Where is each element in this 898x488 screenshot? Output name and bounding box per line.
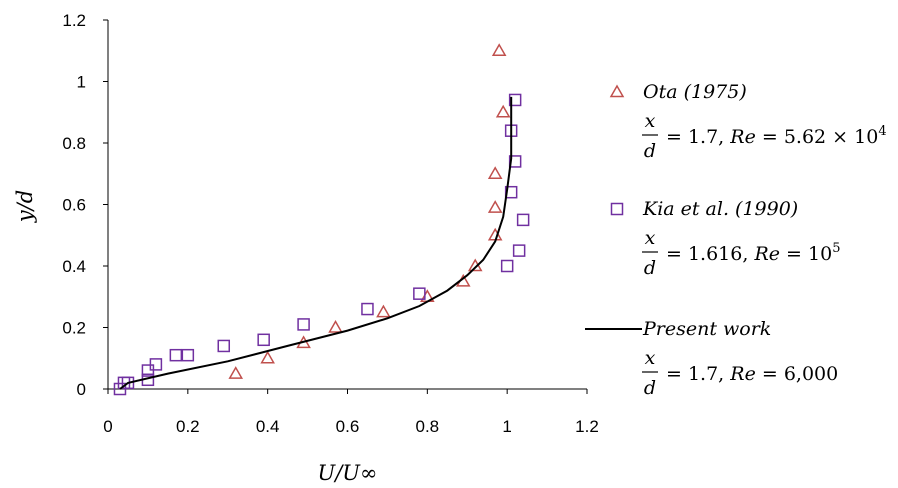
triangle-point: [487, 200, 503, 213]
legend-series-name: Ota (1975): [643, 81, 747, 103]
square-point: [217, 339, 231, 353]
legend-triangle-marker: [609, 84, 625, 98]
axes: [103, 19, 588, 394]
legend-condition: = 1.7, Re = 5.62 × 104: [666, 124, 887, 148]
square-point: [516, 213, 530, 227]
legend-condition: = 1.7, Re = 6,000: [666, 363, 838, 385]
legend-series-name: Present work: [642, 318, 771, 340]
y-tick-label: 0.8: [62, 134, 86, 153]
legend-condition: = 1.616, Re = 105: [666, 241, 840, 265]
square-point: [169, 348, 183, 362]
triangle-point: [495, 104, 511, 118]
square-point: [413, 287, 426, 300]
fraction-denominator: d: [644, 377, 656, 399]
x-tick-label: 1.2: [575, 417, 599, 436]
y-tick-label: 0.4: [62, 257, 86, 276]
series-1: [113, 93, 530, 396]
tick-labels: 0 0.2 0.4 0.6 0.8 1 1.2 0 0.2 0.4 0.6 0.8 1 1.2: [62, 11, 598, 436]
square-point: [500, 259, 514, 273]
triangle-point: [376, 304, 391, 318]
y-tick-label: 0: [77, 380, 86, 399]
x-axis-label: U/U∞: [318, 461, 378, 485]
y-tick-label: 0.6: [62, 196, 86, 215]
x-tick-label: 1: [502, 417, 511, 436]
square-point: [504, 185, 518, 199]
legend-item-0: Ota (1975) xd = 1.7, Re = 5.62 × 104: [609, 81, 887, 162]
legend-series-name: Kia et al. (1990): [642, 198, 798, 220]
legend-item-2: Present work xd = 1.7, Re = 6,000: [585, 318, 838, 399]
legend-square-marker: [610, 202, 624, 216]
triangle-point: [328, 319, 343, 333]
x-tick-label: 0: [103, 417, 112, 436]
square-point: [361, 302, 374, 316]
square-point: [149, 358, 163, 371]
fraction-numerator: x: [645, 110, 656, 132]
series-line: [119, 96, 513, 390]
triangle-point: [228, 366, 244, 379]
x-tick-label: 0.8: [416, 417, 440, 436]
triangle-point: [491, 43, 507, 56]
x-tick-label: 0.2: [176, 417, 200, 436]
fraction-denominator: d: [644, 257, 656, 279]
square-point: [512, 244, 526, 257]
fraction-numerator: x: [645, 347, 656, 369]
y-tick-label: 0.2: [62, 319, 86, 338]
y-tick-label: 1: [77, 73, 86, 92]
series-layer: [113, 43, 530, 396]
legend-item-1: Kia et al. (1990) xd = 1.616, Re = 105: [610, 198, 840, 279]
x-tick-label: 0.4: [256, 417, 280, 436]
square-point: [508, 93, 522, 107]
triangle-point: [260, 350, 275, 364]
square-point: [121, 376, 135, 390]
series-0: [228, 43, 511, 379]
triangle-point: [487, 166, 503, 179]
square-point: [508, 155, 522, 168]
series-2: [119, 96, 513, 390]
fraction-numerator: x: [645, 227, 656, 249]
square-point: [257, 333, 270, 347]
fraction-denominator: d: [644, 140, 656, 162]
square-point: [181, 348, 195, 362]
y-tick-label: 1.2: [62, 11, 86, 30]
x-tick-label: 0.6: [336, 417, 360, 436]
square-point: [297, 318, 310, 331]
y-axis-label: y/d: [13, 190, 37, 223]
